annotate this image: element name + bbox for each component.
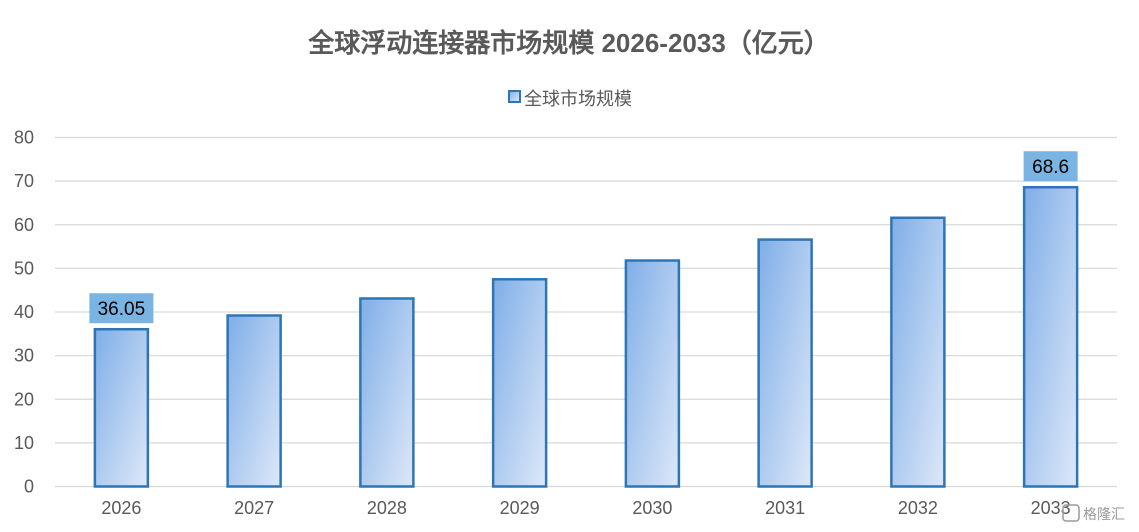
y-tick-label: 60: [14, 215, 34, 235]
x-axis-ticks: 2026 2027 2028 2029 2030 2031 2032 2033: [101, 498, 1070, 518]
x-tick-label: 2033: [1031, 498, 1071, 518]
x-tick-label: 2031: [765, 498, 805, 518]
data-label: 36.05: [98, 299, 146, 320]
watermark-text: 格隆汇: [1083, 506, 1125, 522]
y-tick-label: 40: [14, 302, 34, 322]
data-label-background: [89, 293, 154, 324]
data-labels: 36.05 68.6: [89, 151, 1078, 324]
bar-2033: [1022, 185, 1079, 488]
legend: 全球市场规模: [508, 89, 632, 109]
legend-label: 全球市场规模: [524, 89, 632, 109]
y-tick-label: 30: [14, 346, 34, 366]
x-tick-label: 2029: [500, 498, 540, 518]
chart-title: 全球浮动连接器市场规模 2026-2033（亿元）: [307, 28, 830, 58]
y-tick-label: 20: [14, 389, 34, 409]
bar-2032: [890, 216, 946, 488]
y-tick-label: 70: [14, 171, 34, 191]
x-tick-label: 2032: [898, 498, 938, 518]
x-tick-label: 2028: [367, 498, 407, 518]
bar-2027: [226, 314, 282, 488]
y-tick-label: 50: [14, 258, 34, 278]
y-tick-label: 10: [14, 433, 34, 453]
x-tick-label: 2030: [632, 498, 672, 518]
bar-2026: [93, 327, 150, 488]
data-label: 68.6: [1032, 157, 1069, 178]
data-label-background: [1023, 151, 1078, 182]
legend-swatch: [508, 90, 521, 103]
gridlines: [55, 136, 1117, 488]
watermark: 格隆汇: [1062, 504, 1125, 522]
bar-2028: [359, 297, 415, 488]
bar-2031: [757, 238, 813, 488]
bar-2029: [491, 278, 548, 488]
bar-2030: [624, 259, 681, 488]
y-tick-label: 0: [24, 477, 34, 497]
y-tick-label: 80: [14, 128, 34, 148]
x-tick-label: 2026: [101, 498, 141, 518]
x-tick-label: 2027: [234, 498, 274, 518]
y-axis-ticks: 0 10 20 30 40 50 60 70 80: [14, 128, 34, 497]
watermark-logo-icon: [1062, 504, 1080, 522]
bars: [93, 185, 1079, 488]
